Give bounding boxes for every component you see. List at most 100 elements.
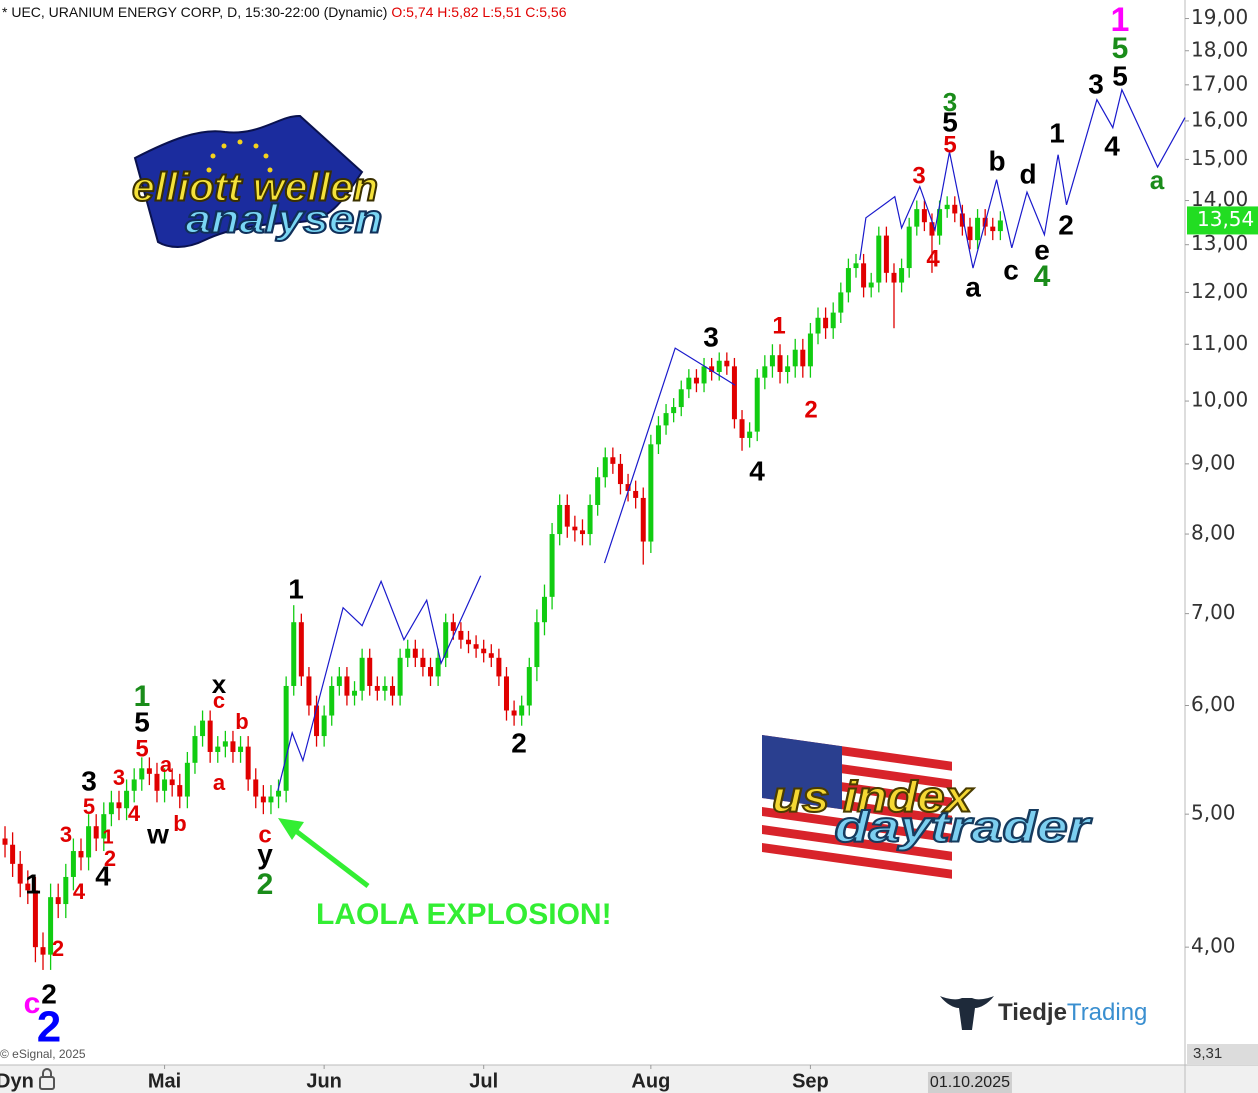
candle-body (625, 484, 631, 491)
candle-body (731, 366, 737, 420)
wave-label: 2 (104, 846, 116, 871)
candle-body (709, 366, 715, 372)
candle-body (192, 736, 198, 763)
candle-body (450, 622, 456, 631)
candle-body (557, 504, 563, 535)
logo-text-part: Trading (1067, 999, 1147, 1026)
wave-label: d (1019, 158, 1036, 189)
candle-body (693, 377, 699, 384)
candle-body (260, 796, 266, 803)
candle-body (876, 235, 882, 283)
wave-label: b (173, 811, 186, 836)
candle-body (686, 377, 692, 390)
candle-body (997, 220, 1003, 232)
wave-label: y (257, 838, 273, 869)
wave-label: c (213, 688, 225, 713)
wave-label: 2 (1058, 209, 1074, 240)
arrow-shaft (290, 826, 370, 888)
candle-body (633, 490, 639, 498)
candle-body (511, 710, 517, 716)
candle-body (108, 802, 114, 815)
candle-body (868, 282, 874, 288)
wave-label: a (1150, 165, 1165, 195)
candle-body (777, 355, 783, 372)
candle-body (238, 746, 244, 752)
wave-label: a (965, 271, 981, 302)
candle-body (458, 630, 464, 640)
tiedje-logo: TiedjeTrading (940, 996, 1147, 1030)
candle-body (131, 779, 137, 791)
ohlc-readout: O:5,74 H:5,82 L:5,51 C:5,56 (391, 4, 566, 20)
candle-body (663, 413, 669, 426)
candle-body (253, 779, 259, 797)
us-flag (762, 735, 952, 879)
wave-label: 2 (804, 396, 817, 423)
candle-body (655, 425, 661, 445)
wave-label: 3 (912, 162, 925, 189)
wave-label: 3 (81, 765, 97, 796)
wave-label: 2 (511, 727, 527, 758)
candle-body (428, 667, 434, 677)
candle-body (200, 720, 206, 737)
y-tick-label: 7,00 (1191, 600, 1236, 624)
candle-body (503, 676, 509, 711)
wave-label: 5 (1112, 32, 1129, 65)
y-tick-label: 5,00 (1191, 801, 1236, 825)
x-axis-left-label: Dyn (0, 1070, 34, 1092)
candle-body (420, 657, 426, 668)
candle-body (162, 779, 168, 791)
candle-body (329, 685, 335, 716)
wave-label: x (212, 669, 227, 699)
candle-body (32, 890, 38, 948)
chart-title: * UEC, URANIUM ENERGY CORP, D, 15:30-22:… (2, 4, 387, 20)
wave-label: 3 (703, 321, 719, 352)
candle-body (807, 333, 813, 367)
candle-body (937, 209, 943, 236)
logo-text: TiedjeTrading (998, 999, 1147, 1026)
y-tick-label: 10,00 (1191, 388, 1248, 412)
cursor-date-box (927, 1072, 1012, 1093)
candle-body (526, 667, 532, 706)
candle-body (344, 676, 350, 696)
wave-label: 4 (128, 801, 141, 826)
y-tick-label: 4,00 (1191, 934, 1236, 958)
wave-label: 2 (37, 1003, 61, 1052)
last-price-label: 13,54 (1197, 207, 1254, 231)
candle-body (473, 644, 479, 649)
y-tick-label: 13,00 (1191, 231, 1248, 255)
x-axis-band (0, 1065, 1258, 1093)
chart-header: * UEC, URANIUM ENERGY CORP, D, 15:30-22:… (2, 4, 567, 20)
candle-body (25, 883, 31, 891)
candle-body (116, 802, 122, 809)
candle-body (906, 226, 912, 269)
candle-body (169, 779, 175, 786)
candle-body (975, 217, 981, 241)
wave-label: 5 (134, 706, 150, 737)
candle-body (959, 213, 965, 227)
candle-body (747, 431, 753, 438)
wave-label: 5 (943, 131, 956, 158)
wave-label: 2 (52, 936, 64, 961)
candle-body (853, 263, 859, 269)
candle-body (929, 222, 935, 236)
candle-body (701, 366, 707, 384)
arrow-head (278, 818, 304, 840)
wave-label: w (146, 818, 169, 849)
bottom-price-label: 3,31 (1193, 1045, 1222, 1062)
candle-body (648, 444, 654, 542)
source-note: © eSignal, 2025 (0, 1047, 86, 1061)
candle-body (63, 876, 69, 905)
wave-label: 1 (772, 312, 785, 339)
candle-body (883, 235, 889, 273)
x-tick-label: Jun (306, 1070, 342, 1092)
wave-label: 3 (1088, 68, 1104, 99)
y-tick-label: 12,00 (1191, 279, 1248, 303)
candle-body (534, 622, 540, 668)
candle-body (336, 676, 342, 686)
y-tick-label: 15,00 (1191, 146, 1248, 170)
candle-body (617, 463, 623, 485)
cursor-date-label: 01.10.2025 (930, 1074, 1010, 1091)
wave-label: b (235, 709, 248, 734)
candle-body (184, 762, 190, 797)
